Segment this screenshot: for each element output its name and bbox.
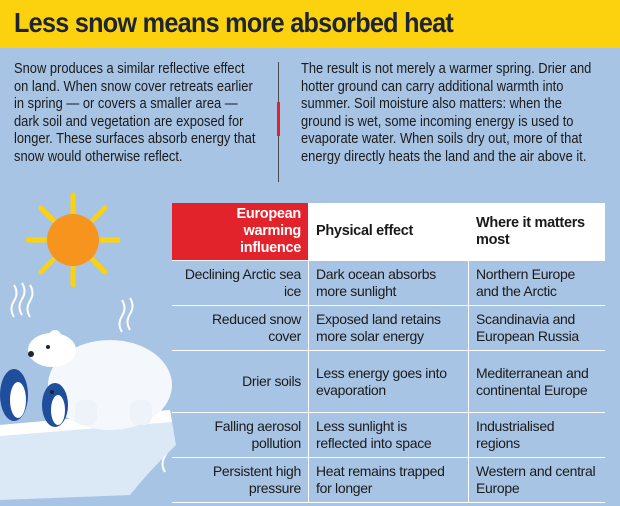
influence-cell: Drier soils	[172, 350, 309, 413]
intro-right: The result is not merely a warmer spring…	[301, 60, 592, 165]
effect-cell: Less energy goes into evaporation	[308, 350, 469, 413]
sun	[25, 192, 121, 288]
effect-cell: Exposed land retains more solar energy	[308, 305, 469, 351]
table-row: Reduced snow cover Exposed land retains m…	[172, 305, 605, 351]
title: Less snow means more absorbed heat	[14, 7, 454, 38]
penguins	[0, 369, 68, 427]
column-header: Physical effect	[308, 203, 469, 261]
region-cell: Industrialised regions	[468, 412, 605, 458]
influence-table: European warming influence Physical effe…	[172, 203, 605, 503]
region-cell: Western and central Europe	[468, 457, 605, 503]
region-cell: Northern Europe and the Arctic	[468, 260, 605, 306]
column-header: Where it matters most	[468, 203, 605, 261]
ice-floe	[0, 410, 176, 500]
intro-left: Snow produces a similar reflective effec…	[14, 60, 256, 165]
table-header: European warming influence Physical effe…	[172, 203, 605, 261]
effect-cell: Heat remains trapped for longer	[308, 457, 469, 503]
table-row: Persistent high pressure Heat remains tra…	[172, 457, 605, 503]
polar-bear	[28, 330, 172, 430]
table-row: Falling aerosol pollution Less sunlight i…	[172, 412, 605, 458]
influence-cell: Declining Arctic sea ice	[172, 260, 309, 306]
illustration	[0, 192, 176, 500]
effect-cell: Less sunlight is reflected into space	[308, 412, 469, 458]
divider-accent	[277, 102, 280, 136]
table-body: Declining Arctic sea ice Dark ocean absor…	[172, 260, 605, 503]
table-row: Declining Arctic sea ice Dark ocean absor…	[172, 260, 605, 306]
influence-cell: Reduced snow cover	[172, 305, 309, 351]
header-bar: Less snow means more absorbed heat	[0, 0, 620, 48]
table-row: Drier soils Less energy goes into evapora…	[172, 350, 605, 413]
region-cell: Scandinavia and European Russia	[468, 305, 605, 351]
influence-cell: Persistent high pressure	[172, 457, 309, 503]
region-cell: Mediterranean and continental Europe	[468, 350, 605, 413]
column-header: European warming influence	[172, 203, 309, 261]
influence-cell: Falling aerosol pollution	[172, 412, 309, 458]
effect-cell: Dark ocean absorbs more sunlight	[308, 260, 469, 306]
